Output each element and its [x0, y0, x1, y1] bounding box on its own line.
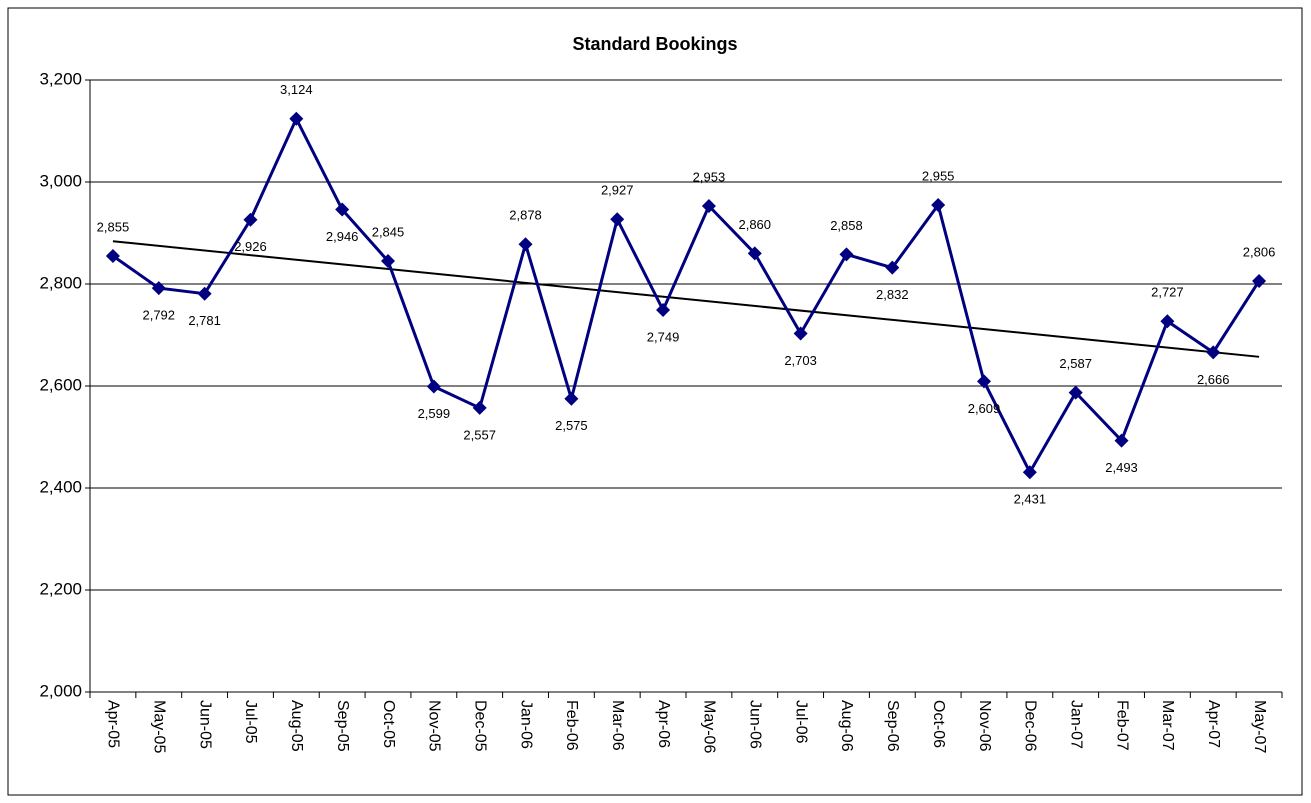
- marker: [931, 197, 946, 212]
- marker: [701, 198, 716, 213]
- chart-border: [7, 7, 1303, 796]
- x-tick-label: Dec-06: [1022, 700, 1039, 752]
- data-label: 2,587: [1059, 356, 1092, 371]
- data-label: 2,855: [97, 219, 130, 234]
- marker: [1160, 314, 1175, 329]
- x-tick-label: Nov-05: [426, 700, 443, 752]
- data-label: 2,781: [188, 313, 221, 328]
- x-tick-label: Apr-07: [1205, 700, 1222, 748]
- y-tick-label: 2,800: [39, 273, 82, 292]
- x-tick-label: Jun-06: [747, 700, 764, 749]
- data-label: 2,878: [509, 208, 542, 223]
- marker: [1068, 385, 1083, 400]
- data-label: 3,124: [280, 82, 313, 97]
- y-tick-label: 2,200: [39, 579, 82, 598]
- data-label: 2,832: [876, 287, 909, 302]
- x-tick-label: May-05: [151, 700, 168, 753]
- data-label: 2,845: [372, 224, 405, 239]
- data-label: 2,727: [1151, 285, 1184, 300]
- data-label: 2,666: [1197, 372, 1230, 387]
- y-tick-label: 2,000: [39, 681, 82, 700]
- x-tick-label: Nov-06: [976, 700, 993, 752]
- x-tick-label: Feb-06: [563, 700, 580, 751]
- data-label: 2,557: [463, 427, 496, 442]
- marker: [105, 248, 120, 263]
- marker: [197, 286, 212, 301]
- trendline: [112, 240, 1260, 358]
- x-tick-label: Jul-06: [792, 700, 809, 744]
- x-tick-label: Mar-06: [609, 700, 626, 751]
- data-label: 2,703: [784, 353, 817, 368]
- data-label: 2,749: [647, 329, 680, 344]
- x-tick-label: Sep-06: [884, 700, 901, 752]
- x-tick-label: Aug-05: [288, 700, 305, 752]
- data-label: 2,860: [738, 217, 771, 232]
- marker: [472, 400, 487, 415]
- marker: [610, 212, 625, 227]
- y-tick-label: 2,600: [39, 375, 82, 394]
- marker: [1114, 433, 1129, 448]
- marker: [335, 202, 350, 217]
- y-tick-label: 3,000: [39, 171, 82, 190]
- marker: [151, 281, 166, 296]
- marker: [518, 237, 533, 252]
- x-tick-label: May-06: [701, 700, 718, 753]
- marker: [426, 379, 441, 394]
- marker: [564, 391, 579, 406]
- x-tick-label: Apr-05: [105, 700, 122, 748]
- data-label: 2,575: [555, 418, 588, 433]
- x-tick-label: Dec-05: [471, 700, 488, 752]
- y-tick-label: 2,400: [39, 477, 82, 496]
- data-label: 2,806: [1243, 244, 1276, 259]
- marker: [289, 111, 304, 126]
- data-label: 2,946: [326, 229, 359, 244]
- data-label: 2,609: [968, 401, 1001, 416]
- data-label: 2,599: [418, 406, 451, 421]
- data-label: 2,926: [234, 239, 267, 254]
- x-tick-label: Feb-07: [1113, 700, 1130, 751]
- marker: [656, 303, 671, 318]
- data-label: 2,792: [142, 308, 175, 323]
- x-tick-label: Aug-06: [838, 700, 855, 752]
- x-tick-label: Apr-06: [655, 700, 672, 748]
- x-tick-label: May-07: [1251, 700, 1268, 753]
- x-tick-label: Jan-07: [1067, 700, 1084, 749]
- data-label: 2,955: [922, 168, 955, 183]
- x-tick-label: Oct-06: [930, 700, 947, 748]
- marker: [793, 326, 808, 341]
- y-tick-label: 3,200: [39, 69, 82, 88]
- x-tick-label: Mar-07: [1159, 700, 1176, 751]
- marker: [839, 247, 854, 262]
- data-label: 2,493: [1105, 460, 1138, 475]
- x-tick-label: Jan-06: [517, 700, 534, 749]
- marker: [885, 260, 900, 275]
- marker: [977, 374, 991, 389]
- marker: [1022, 465, 1037, 480]
- x-tick-label: Sep-05: [334, 700, 351, 752]
- data-label: 2,858: [830, 218, 863, 233]
- marker: [747, 246, 762, 261]
- chart-title: Standard Bookings: [572, 34, 737, 54]
- marker: [1252, 273, 1267, 288]
- data-label: 2,927: [601, 183, 634, 198]
- marker: [381, 254, 395, 269]
- data-line: [112, 115, 1261, 476]
- data-label: 2,431: [1014, 492, 1047, 507]
- marker: [1206, 345, 1221, 360]
- data-label: 2,953: [693, 169, 726, 184]
- marker: [243, 212, 258, 227]
- x-tick-label: Jul-05: [242, 700, 259, 744]
- x-tick-label: Jun-05: [196, 700, 213, 749]
- x-tick-label: Oct-05: [380, 700, 397, 748]
